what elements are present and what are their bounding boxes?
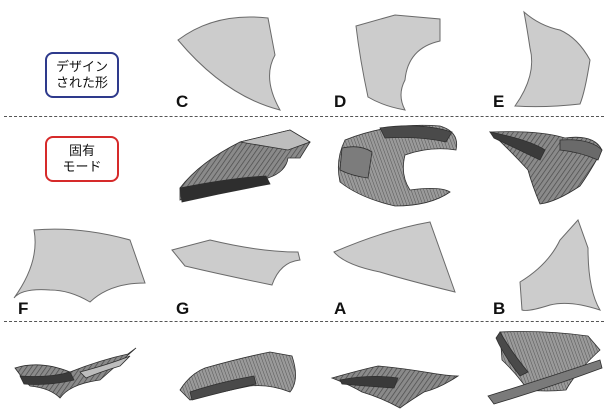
shape-a <box>333 221 456 293</box>
eigenmode-a <box>330 365 460 409</box>
designed-shape-badge: デザイン された形 <box>45 52 119 98</box>
shape-label-f: F <box>18 299 29 318</box>
eigenmode-g <box>179 351 296 401</box>
dashed-divider-top <box>4 116 604 117</box>
shape-d <box>355 14 441 111</box>
shape-label-a: A <box>334 299 347 318</box>
shape-c <box>177 16 282 111</box>
eigenmode-badge: 固有 モード <box>45 136 119 182</box>
shape-e <box>514 10 591 108</box>
eigenmode-e <box>489 131 603 205</box>
shape-label-d: D <box>334 92 347 111</box>
shape-label-b: B <box>493 299 506 318</box>
designed-shape-badge-line1: デザイン <box>55 59 108 74</box>
eigenmode-badge-line2: モード <box>62 159 102 174</box>
shape-g <box>171 239 301 286</box>
eigenmode-badge-line1: 固有 <box>68 143 95 158</box>
designed-shape-badge-line2: された形 <box>55 75 108 90</box>
dashed-divider-bottom <box>4 321 604 322</box>
shape-label-e: E <box>493 92 505 111</box>
eigenmode-f <box>14 347 137 399</box>
eigenmode-b <box>487 331 603 405</box>
shape-f <box>13 228 146 303</box>
shape-b <box>519 219 602 311</box>
eigenmode-c <box>179 129 311 203</box>
shape-label-g: G <box>176 299 190 318</box>
shape-label-c: C <box>176 92 189 111</box>
eigenmode-d <box>337 124 458 207</box>
